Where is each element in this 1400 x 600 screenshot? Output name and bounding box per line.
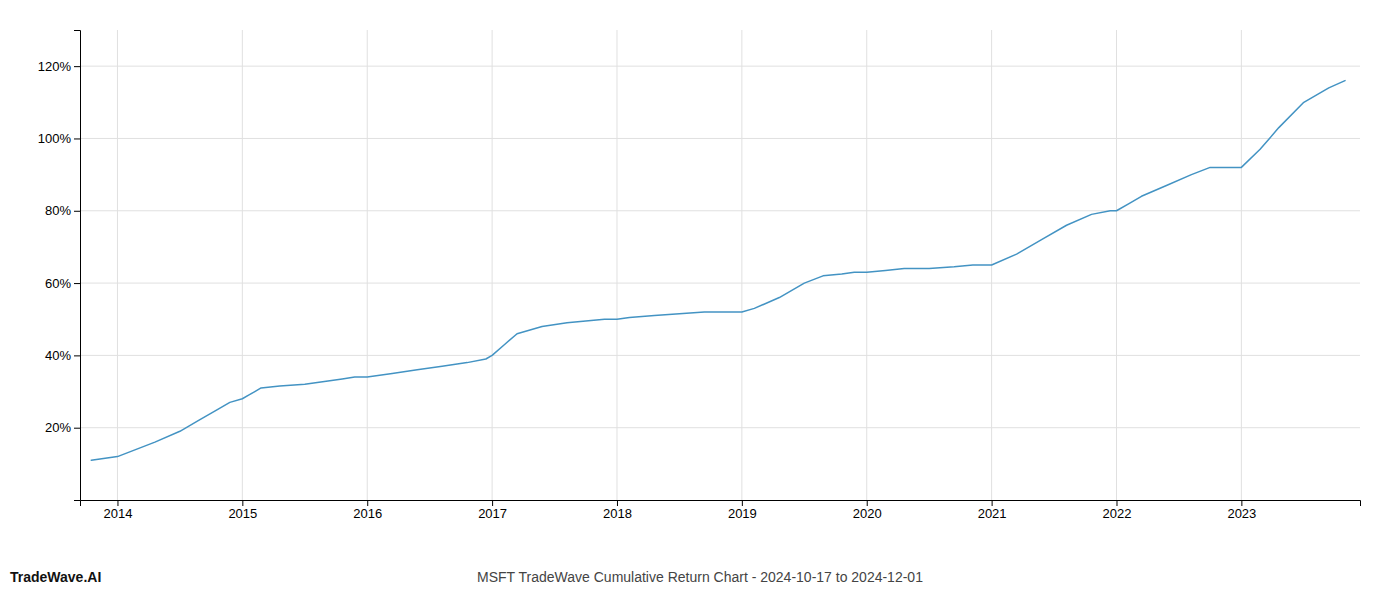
x-axis: 2014 2015 2016 2017 2018 2019 2020 2021 2022 2023 xyxy=(81,500,1361,521)
tick-mark xyxy=(74,211,80,212)
tick: 2016 xyxy=(353,500,382,521)
tick: 2023 xyxy=(1227,500,1256,521)
grid-line xyxy=(492,30,493,500)
tick-mark xyxy=(492,500,493,506)
tick: 2021 xyxy=(978,500,1007,521)
y-axis: 20% 40% 60% 80% 100% 120% xyxy=(38,31,81,501)
grid xyxy=(80,30,1360,500)
tick-label: 2023 xyxy=(1227,506,1256,521)
grid-line xyxy=(616,30,617,500)
tick-mark xyxy=(242,500,243,506)
tick-mark xyxy=(742,500,743,506)
grid-line xyxy=(80,283,1360,284)
tick-mark xyxy=(992,500,993,506)
annotation: TradeWave.AI xyxy=(10,569,101,585)
tick-label: 2018 xyxy=(603,506,632,521)
tick-mark xyxy=(74,138,80,139)
tick-mark xyxy=(74,355,80,356)
tick: 120% xyxy=(38,59,80,74)
plot-area xyxy=(91,81,1345,461)
tick-mark xyxy=(1116,500,1117,506)
tick-label: 2020 xyxy=(853,506,882,521)
tick-mark xyxy=(74,66,80,67)
tick-mark xyxy=(74,428,80,429)
tick-label: 2014 xyxy=(104,506,133,521)
grid-line xyxy=(80,355,1360,356)
tick-label: 80% xyxy=(45,203,71,218)
tick-mark xyxy=(617,500,618,506)
tick-label: 100% xyxy=(38,131,72,146)
axis-line xyxy=(74,31,81,501)
tick: 2014 xyxy=(104,500,133,521)
grid-line xyxy=(117,30,118,500)
tick-mark xyxy=(867,500,868,506)
tick: 80% xyxy=(45,203,80,218)
chart: 2014 2015 2016 2017 2018 2019 2020 2021 2022 2023… xyxy=(0,0,1400,600)
tick-mark xyxy=(74,283,80,284)
title: MSFT TradeWave Cumulative Return Chart -… xyxy=(477,569,923,585)
tick: 2018 xyxy=(603,500,632,521)
tick: 60% xyxy=(45,276,80,291)
tick-mark xyxy=(117,500,118,506)
tick-label: 2019 xyxy=(728,506,757,521)
grid-line xyxy=(80,427,1360,428)
axis-line xyxy=(81,501,1361,507)
grid-line xyxy=(367,30,368,500)
tick-label: 20% xyxy=(45,420,71,435)
line xyxy=(91,81,1345,461)
tick: 2020 xyxy=(853,500,882,521)
grid-line xyxy=(741,30,742,500)
grid-line xyxy=(80,210,1360,211)
grid-line xyxy=(1116,30,1117,500)
tick: 2022 xyxy=(1103,500,1132,521)
tick-mark xyxy=(367,500,368,506)
tick: 2019 xyxy=(728,500,757,521)
tick-label: 2017 xyxy=(478,506,507,521)
tick-label: 2021 xyxy=(978,506,1007,521)
tick-label: 60% xyxy=(45,276,71,291)
grid-line xyxy=(80,138,1360,139)
tick-label: 40% xyxy=(45,348,71,363)
tick-label: 2022 xyxy=(1103,506,1132,521)
tick: 100% xyxy=(38,131,80,146)
tick-label: 2016 xyxy=(353,506,382,521)
tick-label: 2015 xyxy=(228,506,257,521)
tick-mark xyxy=(1241,500,1242,506)
grid-line xyxy=(866,30,867,500)
grid-line xyxy=(80,66,1360,67)
grid-line xyxy=(242,30,243,500)
tick-label: 120% xyxy=(38,59,72,74)
tick: 20% xyxy=(45,420,80,435)
tick: 40% xyxy=(45,348,80,363)
tick: 2017 xyxy=(478,500,507,521)
grid-line xyxy=(1241,30,1242,500)
tick: 2015 xyxy=(228,500,257,521)
